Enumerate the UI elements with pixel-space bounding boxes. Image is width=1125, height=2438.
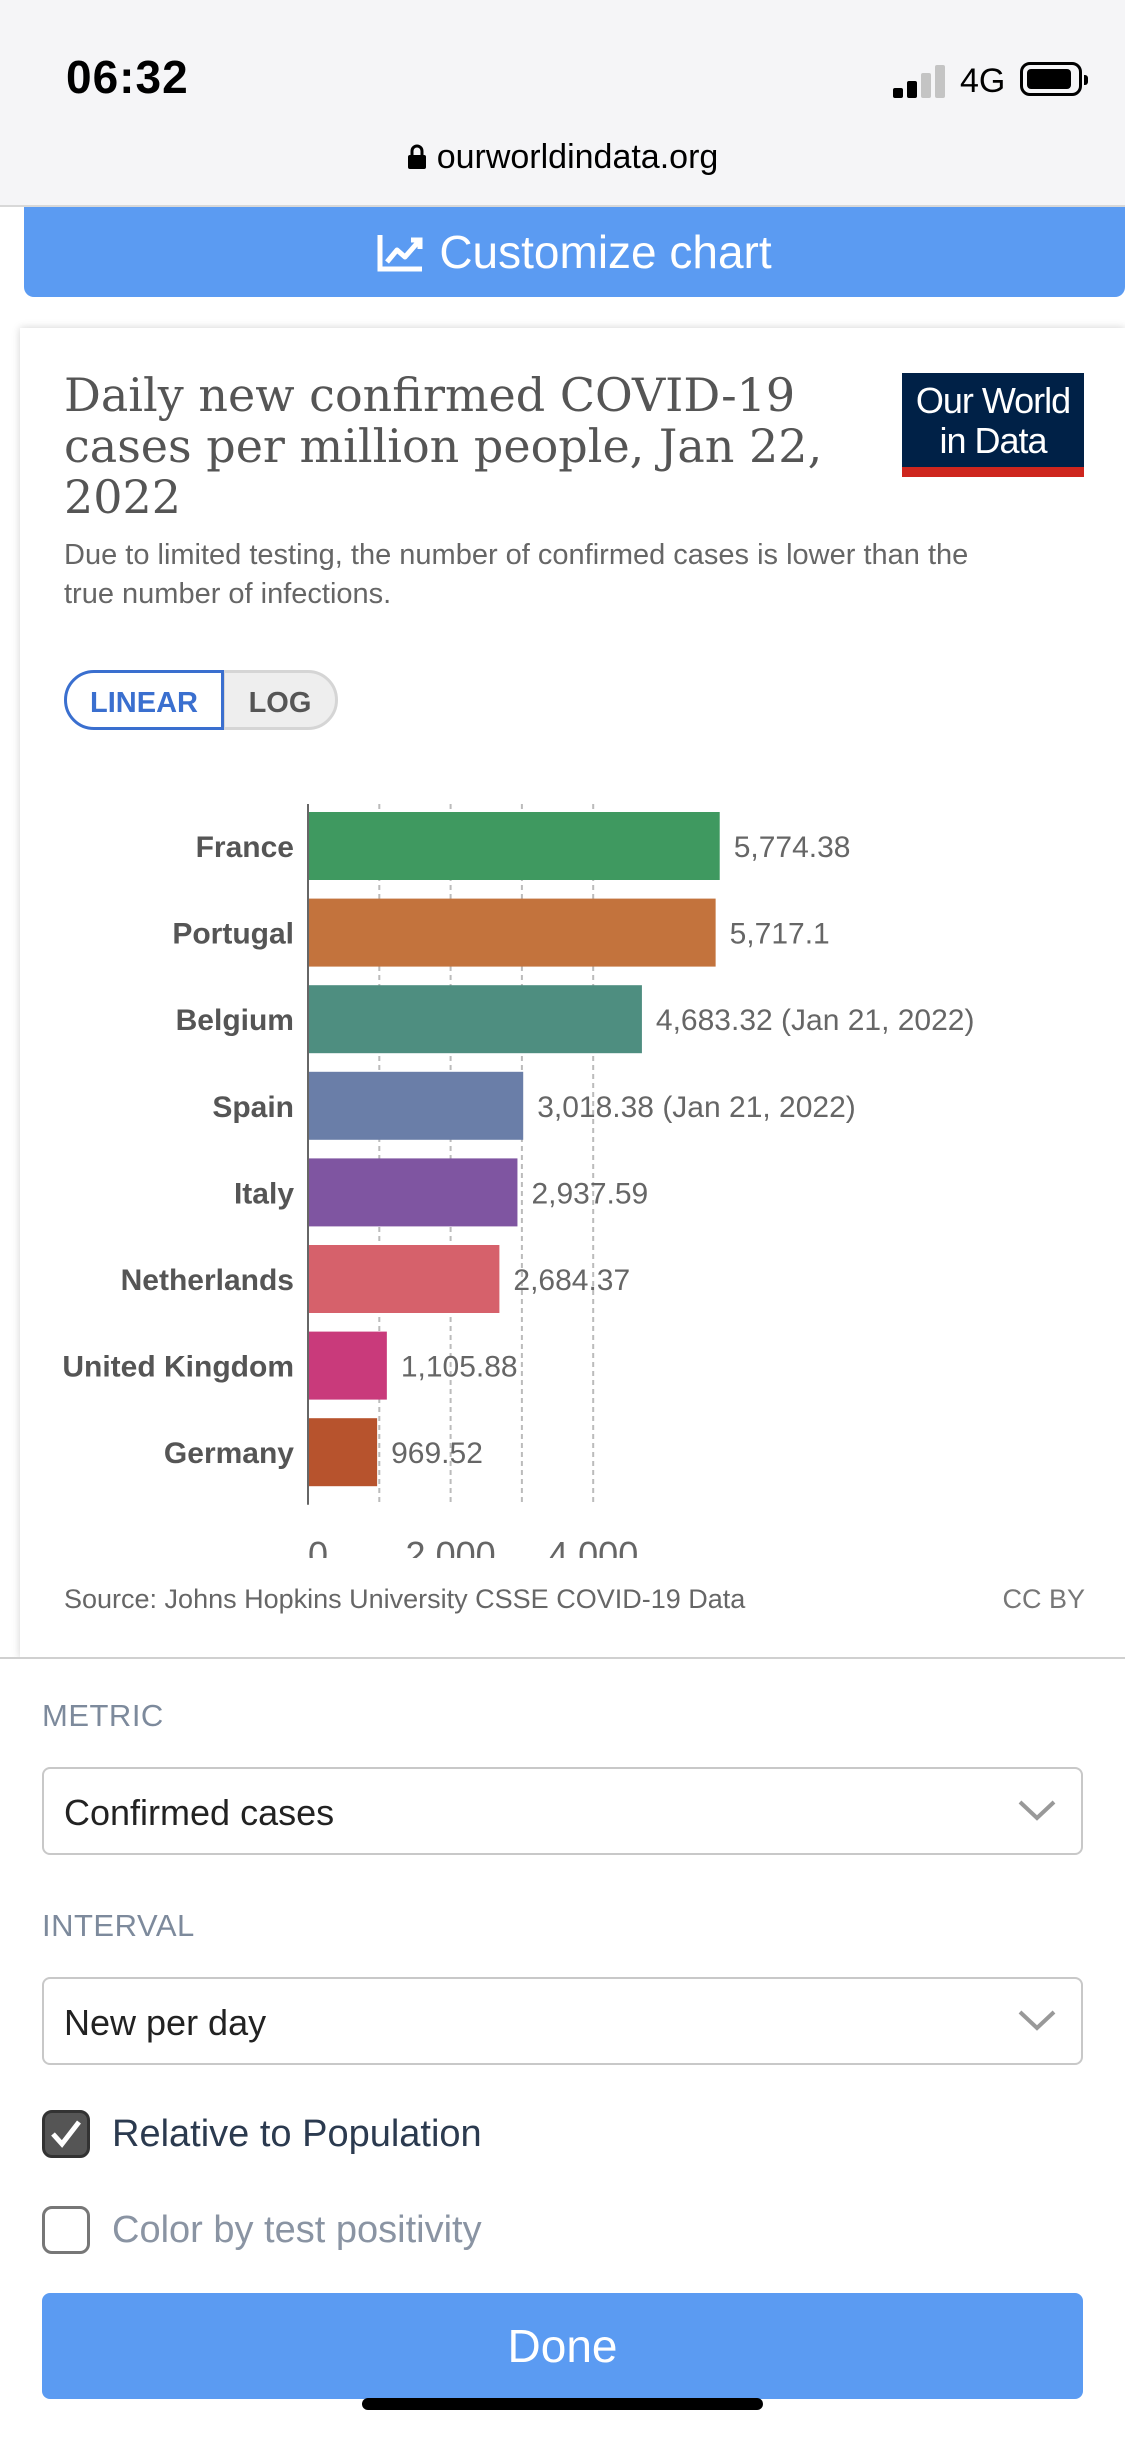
- signal-icon: [893, 64, 949, 98]
- battery-icon: [1020, 62, 1088, 96]
- metric-select[interactable]: Confirmed cases: [42, 1767, 1083, 1855]
- value-label: 5,774.38: [734, 831, 851, 864]
- bar: [308, 1331, 387, 1400]
- url-text: ourworldindata.org: [436, 138, 719, 176]
- owid-logo[interactable]: Our World in Data: [902, 373, 1084, 477]
- value-label: 2,937.59: [531, 1177, 648, 1210]
- bar: [308, 1418, 378, 1487]
- customize-chart-button[interactable]: Customize chart: [24, 207, 1125, 297]
- chart-source[interactable]: Source: Johns Hopkins University CSSE CO…: [64, 1584, 746, 1614]
- value-label: 1,105.88: [401, 1351, 518, 1384]
- value-label: 2,684.37: [513, 1264, 630, 1297]
- chart-subtitle: Due to limited testing, the number of co…: [64, 539, 969, 610]
- category-label: Belgium: [176, 1004, 294, 1037]
- relative-to-population-label[interactable]: Relative to Population: [112, 2113, 482, 2155]
- logo-line-1: Our World: [915, 380, 1071, 421]
- status-bar: 06:32 4G ourworldindata.org: [0, 0, 1125, 205]
- x-tick-label: 4,000: [548, 1534, 638, 1558]
- category-label: Netherlands: [121, 1264, 294, 1297]
- x-tick-label: 2,000: [406, 1534, 496, 1558]
- category-label: Portugal: [172, 918, 294, 951]
- bar-chart: France 5,774.38 Portugal 5,717.1 Belgium 4,68…: [62, 804, 975, 1558]
- network-type: 4G: [960, 62, 1006, 100]
- browser-divider: [0, 205, 1125, 207]
- chart-license[interactable]: CC BY: [1002, 1584, 1085, 1614]
- checkmark-icon: [51, 2120, 81, 2148]
- interval-label: INTERVAL: [42, 1908, 195, 1943]
- value-label: 4,683.32 (Jan 21, 2022): [656, 1004, 975, 1037]
- customize-chart-label: Customize chart: [439, 226, 772, 278]
- relative-to-population-checkbox[interactable]: [42, 2110, 90, 2158]
- value-label: 3,018.38 (Jan 21, 2022): [537, 1091, 856, 1124]
- done-button[interactable]: Done: [42, 2293, 1083, 2399]
- value-label: 5,717.1: [730, 918, 830, 951]
- chevron-down-icon: [1018, 2010, 1056, 2031]
- lock-icon: [407, 140, 427, 179]
- chart-line-icon: [377, 235, 423, 272]
- category-label: Italy: [234, 1177, 294, 1210]
- chevron-down-icon: [1018, 1800, 1056, 1821]
- color-by-positivity-checkbox[interactable]: [42, 2206, 90, 2254]
- category-label: France: [196, 831, 294, 864]
- chart-title: Daily new confirmed COVID-19 cases per m…: [64, 368, 823, 524]
- category-label: Spain: [212, 1091, 294, 1124]
- metric-label: METRIC: [42, 1698, 164, 1733]
- color-by-positivity-label[interactable]: Color by test positivity: [112, 2209, 482, 2251]
- metric-value: Confirmed cases: [64, 1792, 335, 1833]
- chart-card: Daily new confirmed COVID-19 cases per m…: [20, 328, 1125, 1658]
- home-indicator: [362, 2398, 763, 2410]
- status-time: 06:32: [66, 51, 189, 103]
- bar: [308, 812, 720, 880]
- logo-line-2: in Data: [939, 420, 1047, 461]
- log-scale-button[interactable]: LOG: [222, 670, 338, 730]
- bar: [308, 1245, 500, 1313]
- category-label: Germany: [164, 1437, 294, 1470]
- bar: [308, 898, 716, 967]
- address-bar[interactable]: ourworldindata.org: [0, 138, 1125, 179]
- interval-value: New per day: [64, 2002, 267, 2043]
- bar: [308, 1071, 524, 1140]
- x-tick-label: 0: [308, 1534, 328, 1558]
- linear-scale-button[interactable]: LINEAR: [64, 670, 224, 730]
- category-label: United Kingdom: [62, 1351, 294, 1384]
- bar: [308, 1158, 518, 1227]
- value-label: 969.52: [391, 1437, 483, 1470]
- bar: [308, 985, 642, 1054]
- interval-select[interactable]: New per day: [42, 1977, 1083, 2065]
